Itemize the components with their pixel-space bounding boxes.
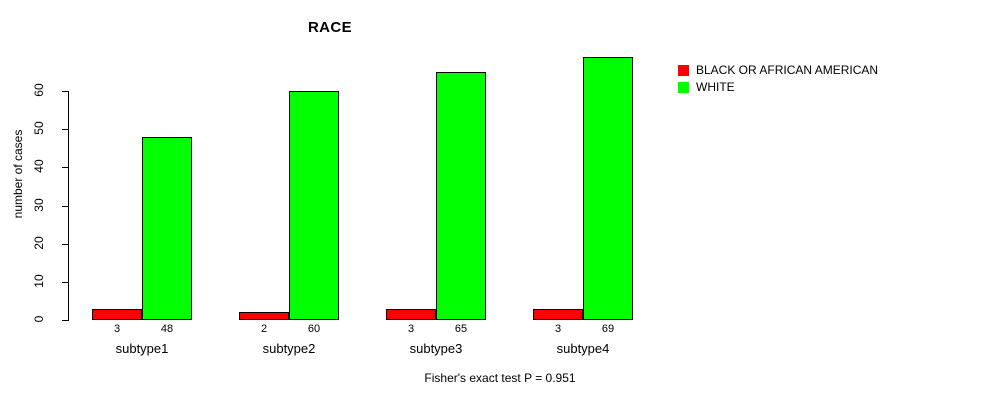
bar <box>239 312 289 320</box>
bar-value-label: 48 <box>160 323 174 335</box>
legend-item-label: BLACK OR AFRICAN AMERICAN <box>696 63 879 77</box>
x-axis-group-label: subtype3 <box>409 341 463 356</box>
bar <box>533 308 583 320</box>
bar-value-label: 69 <box>601 323 615 335</box>
page-title: RACE <box>307 19 353 36</box>
x-axis-group-label: subtype1 <box>115 341 169 356</box>
x-axis-group-label: subtype4 <box>556 341 610 356</box>
plot-area: 3 48 subtype1 2 60 subtype2 3 65 subtype3 3 69 subt… <box>92 56 633 356</box>
y-axis-tick <box>62 243 69 245</box>
legend-swatch-icon <box>678 81 689 93</box>
bar <box>436 71 486 320</box>
legend-item-label: WHITE <box>696 80 735 94</box>
y-axis-tick <box>62 91 69 92</box>
footer-annotation: Fisher's exact test P = 0.951 <box>424 371 576 385</box>
bar <box>386 308 436 320</box>
bar-value-label: 60 <box>307 323 321 335</box>
y-axis-tick <box>62 205 69 207</box>
bar-value-label: 3 <box>407 323 415 335</box>
legend: BLACK OR AFRICAN AMERICAN WHITE <box>678 62 878 96</box>
bar <box>289 91 339 320</box>
bar <box>92 308 142 320</box>
y-axis-tick <box>62 167 69 169</box>
bar-value-label: 2 <box>260 323 268 335</box>
y-axis-tick <box>62 320 69 321</box>
bar <box>142 136 192 320</box>
bar-value-label: 3 <box>554 323 562 335</box>
bar <box>583 56 633 320</box>
legend-swatch-icon <box>678 64 689 76</box>
x-axis-group-label: subtype2 <box>262 341 316 356</box>
y-axis-tick <box>62 129 69 131</box>
legend-item: BLACK OR AFRICAN AMERICAN <box>678 62 878 78</box>
y-axis-tick <box>62 281 69 283</box>
bar-value-label: 65 <box>454 323 468 335</box>
bar-value-label: 3 <box>113 323 121 335</box>
legend-item: WHITE <box>678 79 878 95</box>
